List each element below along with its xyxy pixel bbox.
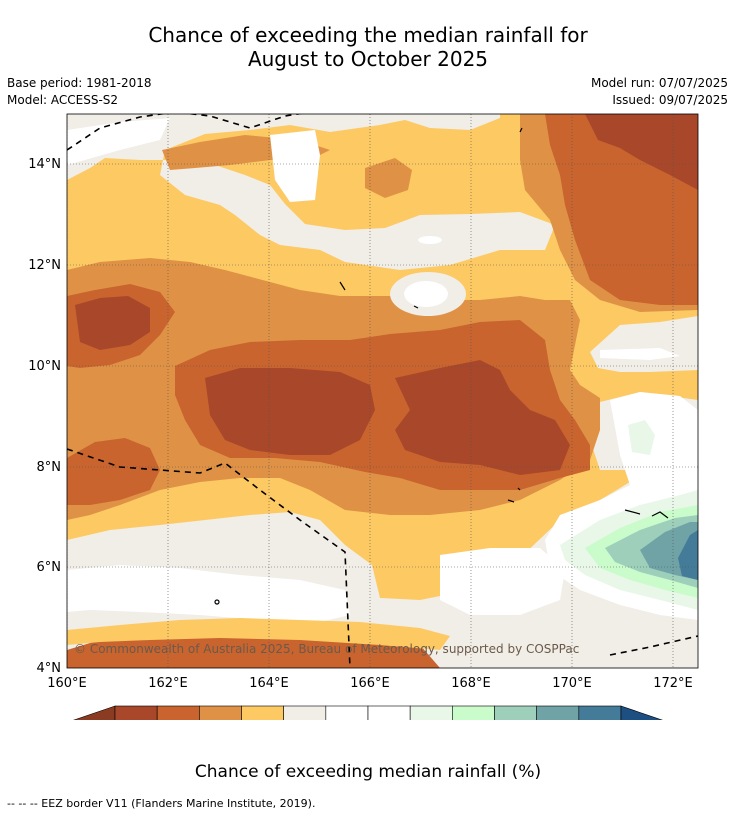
lat-label: 8°N — [37, 460, 62, 475]
colorbar-over-arrow — [620, 705, 663, 720]
area-20-25-north-central — [365, 158, 412, 198]
colorbar-cells — [114, 705, 622, 720]
area-ring-inner — [404, 281, 448, 307]
area-20-25-east-central — [395, 360, 570, 475]
rainfall-probability-map: © Commonwealth of Australia 2025, Bureau… — [67, 114, 698, 668]
eez-border-north — [67, 114, 303, 151]
lat-label: 4°N — [37, 661, 62, 676]
area-white-south — [67, 565, 350, 622]
colorbar-cell — [325, 705, 369, 720]
colorbar-cell — [283, 705, 327, 720]
area-20-25-northeast — [585, 114, 698, 190]
colorbar-cell — [156, 705, 200, 720]
base-period: Base period: 1981-2018 — [7, 76, 152, 90]
area-55-60-small — [628, 420, 655, 455]
lon-label: 162°E — [148, 676, 188, 691]
island-cluster — [624, 509, 669, 519]
eez-footnote: -- -- -- EEZ border V11 (Flanders Marine… — [7, 797, 316, 810]
island — [519, 127, 523, 133]
lat-label: 12°N — [28, 258, 61, 273]
colorbar-cell — [114, 705, 158, 720]
colorbar-cell — [241, 705, 284, 720]
area-white-small — [418, 236, 442, 244]
map-frame — [66, 113, 699, 669]
map-title-line-1: Chance of exceeding the median rainfall … — [148, 23, 588, 47]
area-75-80 — [678, 530, 698, 580]
area-20-25-central — [205, 368, 375, 455]
area-35-40-south — [67, 618, 450, 650]
colorbar-cell — [536, 705, 580, 720]
lon-label: 172°E — [653, 676, 693, 691]
colorbar-cell — [452, 705, 495, 720]
map-figure: © Commonwealth of Australia 2025, Bureau… — [28, 113, 699, 720]
lat-label: 6°N — [37, 560, 62, 575]
map-title-line-2: August to October 2025 — [247, 47, 489, 71]
model-run-date: Model run: 07/07/2025 — [590, 76, 728, 90]
colorbar-cell — [199, 705, 242, 720]
eez-border-south — [67, 448, 351, 668]
model-name: Model: ACCESS-S2 — [7, 93, 119, 107]
eez-border-southeast — [609, 635, 698, 656]
island — [214, 599, 220, 605]
lon-label: 160°E — [47, 676, 87, 691]
lon-label: 166°E — [350, 676, 390, 691]
lon-label: 164°E — [249, 676, 289, 691]
colorbar-cell — [409, 705, 453, 720]
colorbar-under-arrow — [73, 705, 116, 720]
islands — [214, 127, 669, 605]
island-cluster — [339, 281, 419, 309]
area-20-25-west — [75, 296, 150, 350]
area-40-45-north — [67, 114, 555, 270]
island-cluster — [507, 487, 521, 503]
colorbar-cell — [367, 705, 411, 720]
area-white-east-strip — [600, 348, 680, 360]
eez-border — [67, 114, 698, 668]
area-25-30-southwest — [67, 438, 160, 505]
lat-label: 10°N — [28, 359, 61, 374]
colorbar-label: Chance of exceeding median rainfall (%) — [194, 762, 542, 782]
issued-date: Issued: 09/07/2025 — [612, 93, 728, 107]
area-white-south-2 — [440, 548, 565, 615]
longitude-labels: 160°E 162°E 164°E 166°E 168°E 170°E 172°… — [47, 676, 693, 691]
colorbar-cell — [494, 705, 537, 720]
colorbar-cell — [578, 705, 622, 720]
area-white-north-2 — [67, 118, 170, 165]
graticule — [67, 114, 698, 668]
lon-label: 168°E — [451, 676, 491, 691]
latitude-labels: 14°N 12°N 10°N 8°N 6°N 4°N — [28, 157, 61, 676]
lon-label: 170°E — [552, 676, 592, 691]
lat-label: 14°N — [28, 157, 61, 172]
area-white-north — [270, 130, 320, 202]
colorbar: 20253035404550556065707580 — [73, 705, 663, 720]
copyright-text: © Commonwealth of Australia 2025, Bureau… — [74, 642, 579, 656]
